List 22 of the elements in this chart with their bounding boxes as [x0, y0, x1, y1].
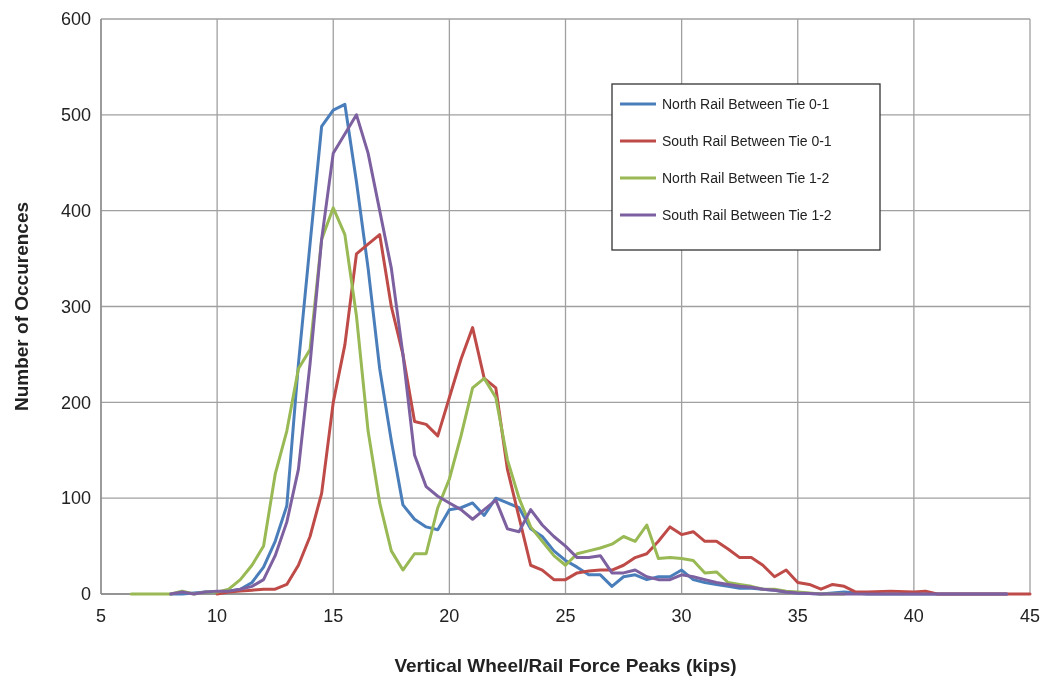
- legend-label: South Rail Between Tie 0-1: [662, 132, 832, 149]
- legend-label: North Rail Between Tie 1-2: [662, 169, 830, 186]
- x-tick-label: 40: [903, 606, 924, 626]
- x-tick-label: 35: [787, 606, 808, 626]
- y-tick-label: 600: [60, 9, 91, 30]
- y-tick-label: 500: [60, 105, 91, 126]
- x-tick-label: 45: [1019, 606, 1041, 626]
- x-tick-label: 10: [207, 606, 228, 626]
- x-tick-label: 5: [95, 606, 107, 626]
- x-tick-label: 30: [671, 606, 692, 626]
- y-tick-label: 0: [80, 584, 91, 605]
- y-tick-label: 400: [60, 200, 91, 221]
- legend-label: South Rail Between Tie 1-2: [662, 206, 832, 223]
- x-tick-label: 25: [555, 606, 576, 626]
- x-axis-title: Vertical Wheel/Rail Force Peaks (kips): [394, 655, 737, 676]
- x-tick-label: 15: [323, 606, 344, 626]
- x-tick-label: 20: [439, 606, 460, 626]
- legend-label: North Rail Between Tie 0-1: [662, 95, 830, 112]
- y-tick-label: 100: [60, 488, 91, 509]
- y-tick-label: 300: [60, 296, 91, 317]
- y-axis-title: Number of Occurences: [11, 201, 32, 412]
- y-tick-label: 200: [60, 392, 91, 413]
